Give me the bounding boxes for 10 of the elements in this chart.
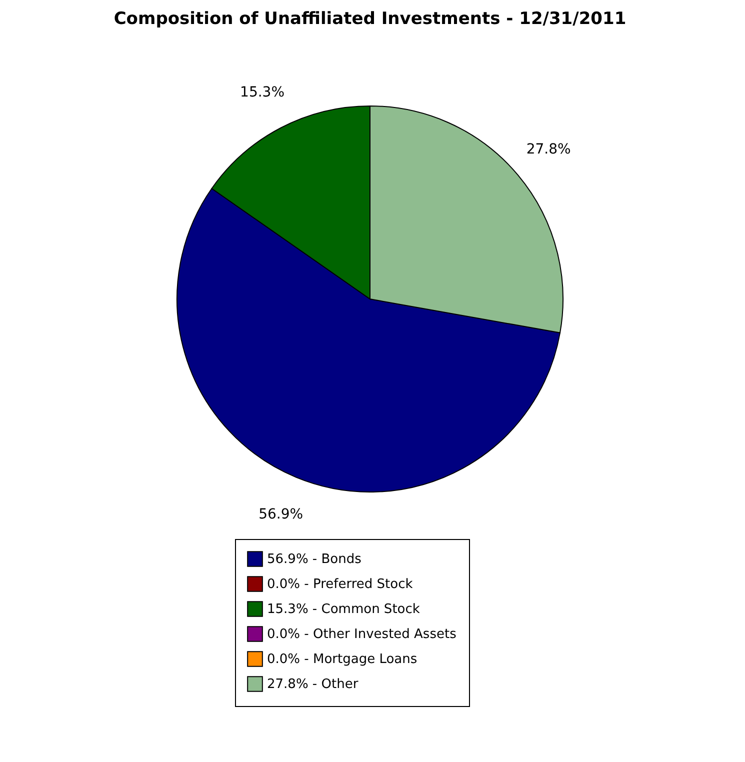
chart-title: Composition of Unaffiliated Investments - 12/31/2011: [114, 9, 626, 29]
data-label: 56.9%: [258, 506, 304, 522]
data-label: 27.8%: [526, 141, 571, 158]
legend-label: 27.8% - Other: [267, 677, 359, 692]
legend-label: 0.0% - Other Invested Assets: [267, 627, 457, 642]
legend-label: 0.0% - Preferred Stock: [267, 577, 414, 592]
legend-label: 0.0% - Mortgage Loans: [267, 652, 418, 667]
legend-label: 56.9% - Bonds: [267, 552, 362, 567]
data-label: 15.3%: [240, 84, 285, 100]
legend-label: 15.3% - Common Stock: [267, 602, 420, 617]
